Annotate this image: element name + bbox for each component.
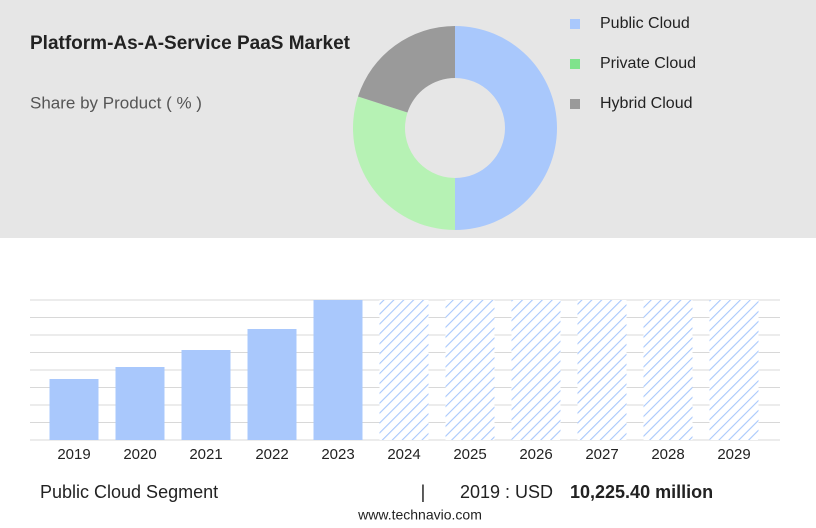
x-tick-label: 2021 [189, 446, 222, 463]
chart-title: Platform-As-A-Service PaaS Market [30, 33, 351, 54]
x-tick-label: 2027 [585, 446, 618, 463]
x-tick-label: 2029 [717, 446, 750, 463]
chart-subtitle: Share by Product ( % ) [30, 93, 202, 112]
x-tick-label: 2024 [387, 446, 420, 463]
legend-swatch [570, 59, 580, 69]
forecast-bar [709, 300, 759, 440]
forecast-bar [643, 300, 693, 440]
legend-swatch [570, 19, 580, 29]
legend-label: Hybrid Cloud [600, 95, 692, 112]
pie-slice [353, 96, 455, 230]
footer-year: 2019 : USD [460, 482, 553, 502]
x-tick-label: 2022 [255, 446, 288, 463]
forecast-bar [511, 300, 561, 440]
x-tick-label: 2019 [57, 446, 90, 463]
legend-swatch [570, 99, 580, 109]
legend-label: Private Cloud [600, 55, 696, 72]
bar [313, 300, 363, 440]
forecast-bar [445, 300, 495, 440]
x-tick-label: 2028 [651, 446, 684, 463]
x-tick-label: 2023 [321, 446, 354, 463]
pie-slice [357, 26, 455, 113]
footer-segment: Public Cloud Segment [40, 482, 218, 502]
footer-value: 10,225.40 million [570, 482, 713, 502]
bar [115, 367, 165, 440]
footer-separator: | [421, 482, 426, 502]
bar [49, 378, 99, 440]
x-tick-label: 2025 [453, 446, 486, 463]
x-tick-label: 2026 [519, 446, 552, 463]
forecast-bar [379, 300, 429, 440]
bar [247, 328, 297, 440]
x-tick-label: 2020 [123, 446, 156, 463]
legend-label: Public Cloud [600, 15, 690, 32]
forecast-bar [577, 300, 627, 440]
bar [181, 349, 231, 440]
pie-slice [455, 26, 557, 230]
source: www.technavio.com [357, 507, 482, 523]
